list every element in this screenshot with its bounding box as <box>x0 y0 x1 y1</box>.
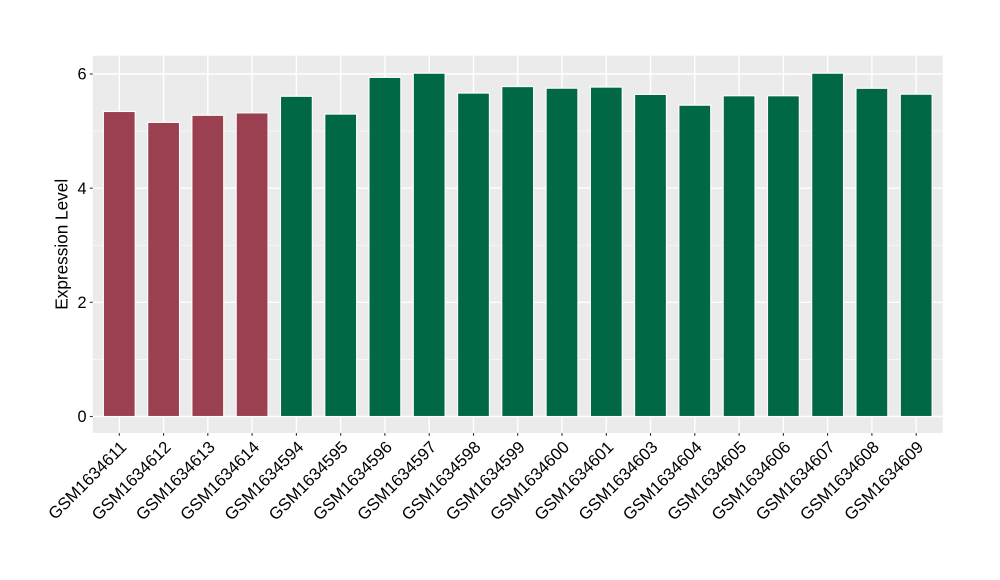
svg-text:0: 0 <box>78 408 87 426</box>
svg-text:GSM1634609: GSM1634609 <box>841 438 928 525</box>
svg-text:4: 4 <box>78 180 87 198</box>
svg-text:6: 6 <box>78 66 87 84</box>
svg-text:2: 2 <box>78 294 87 312</box>
svg-text:Expression Level: Expression Level <box>52 179 72 310</box>
